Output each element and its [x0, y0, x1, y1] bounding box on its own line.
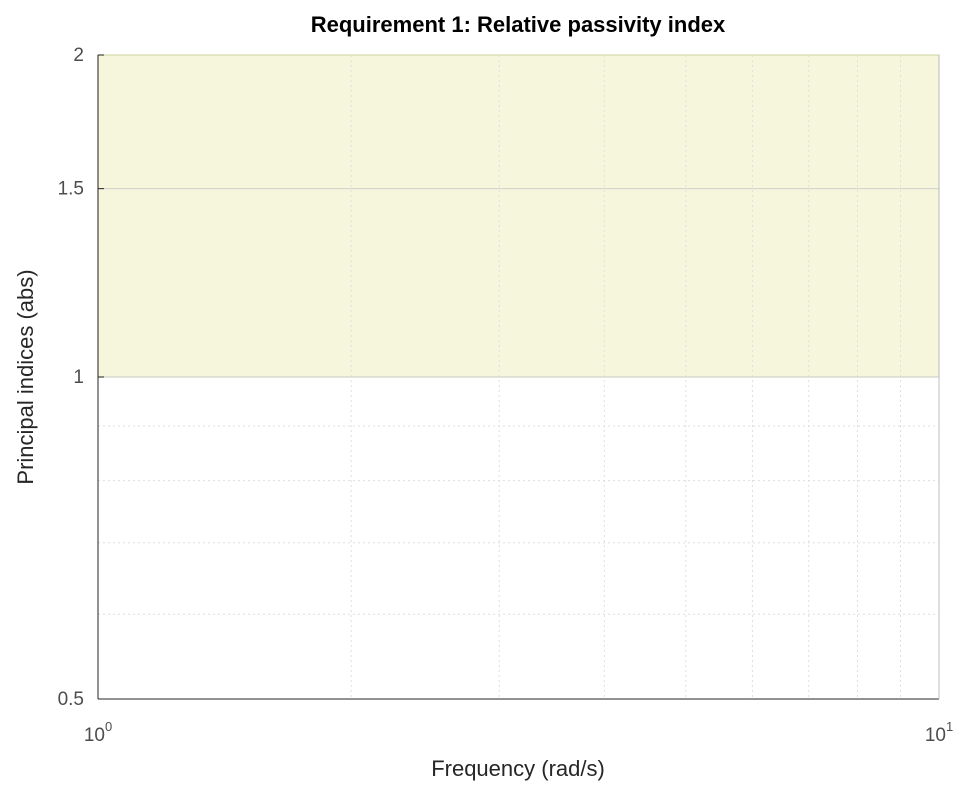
y-tick-label: 2	[73, 45, 84, 66]
grid	[98, 55, 939, 699]
x-axis-label: Frequency (rad/s)	[431, 756, 605, 781]
chart-title: Requirement 1: Relative passivity index	[311, 12, 726, 37]
y-tick-label: 1.5	[58, 179, 84, 200]
x-tick-label: 100	[84, 719, 112, 746]
tick-labels: 0.5 1 1.5 2 100 101	[58, 45, 954, 746]
y-tick-label: 0.5	[58, 689, 84, 710]
shaded-region-0	[97, 54, 940, 378]
y-axis-label: Principal indices (abs)	[13, 269, 38, 484]
x-tick-label: 101	[925, 719, 953, 746]
axes	[97, 54, 940, 700]
shaded-regions	[97, 54, 940, 378]
y-tick-label: 1	[73, 367, 84, 388]
